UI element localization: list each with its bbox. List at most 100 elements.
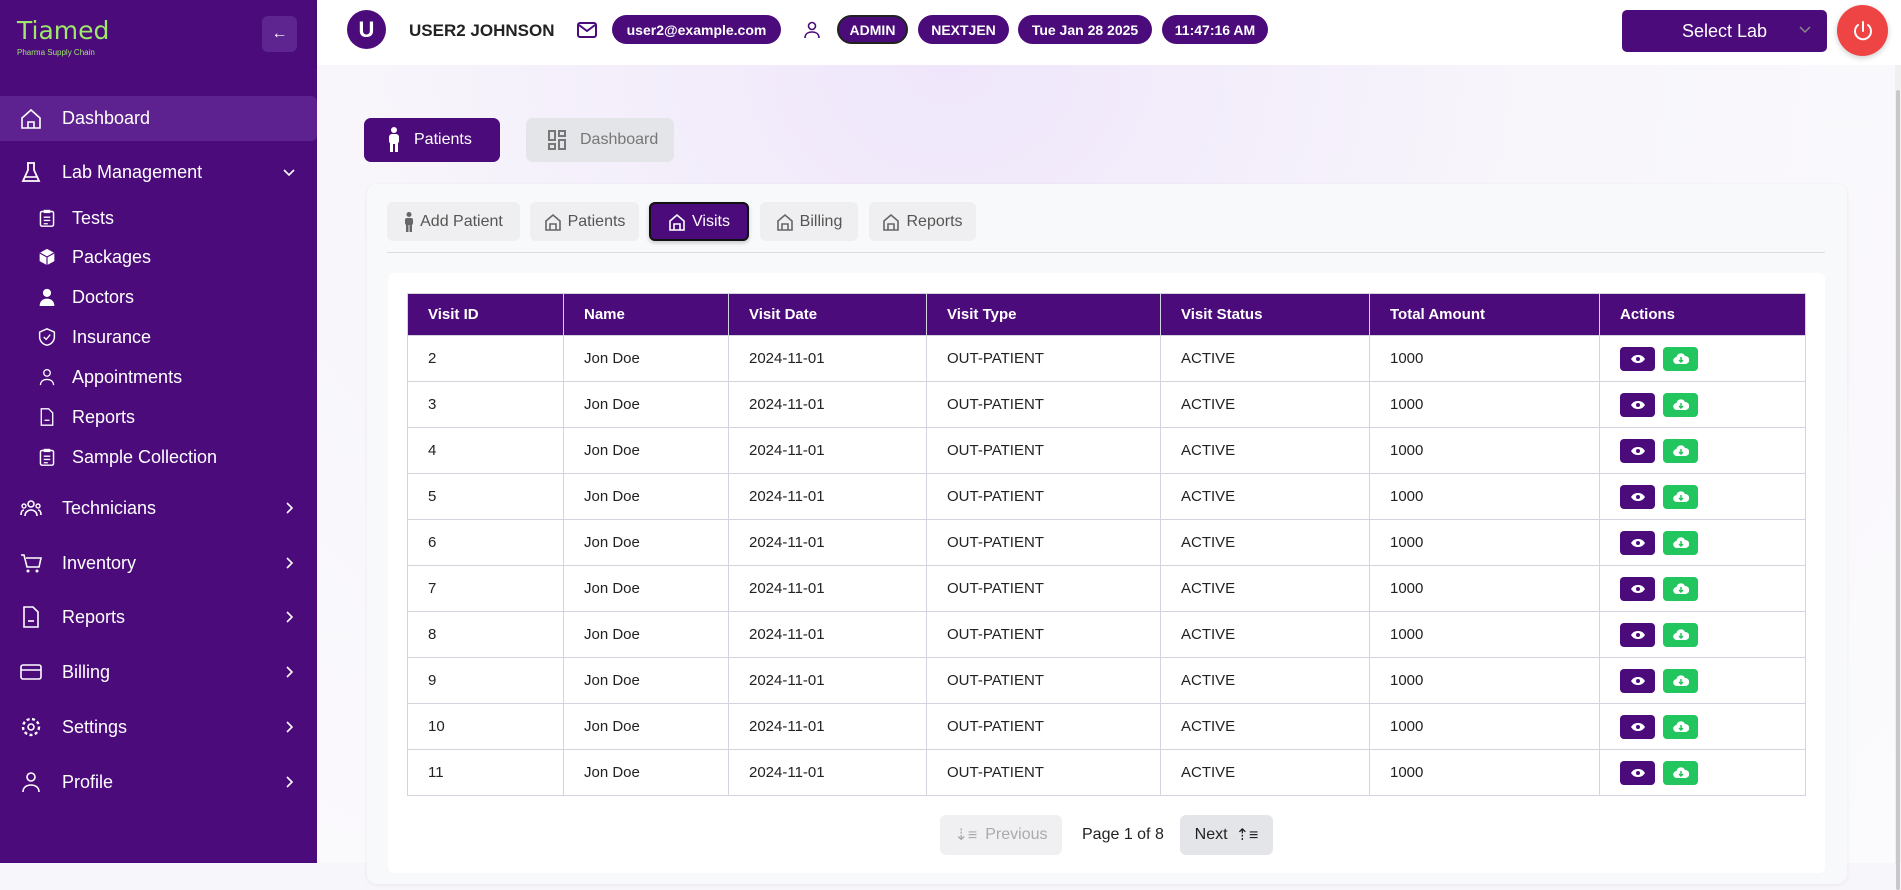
table-cell: Jon Doe: [563, 335, 729, 382]
sidebar-subitem-tests[interactable]: Tests: [0, 204, 317, 232]
sidebar-subitem-label: Reports: [72, 406, 136, 427]
tab-patients[interactable]: Patients: [530, 202, 639, 241]
sidebar-item-inventory[interactable]: Inventory: [0, 548, 317, 578]
sidebar-item-dashboard[interactable]: Dashboard: [0, 96, 317, 141]
view-button[interactable]: [1620, 576, 1655, 601]
download-button[interactable]: [1663, 714, 1698, 739]
table-cell: 1000: [1369, 473, 1600, 520]
download-button[interactable]: [1663, 668, 1698, 693]
cloud-download-icon: [1672, 490, 1689, 502]
view-button[interactable]: [1620, 530, 1655, 555]
table-cell: OUT-PATIENT: [926, 381, 1161, 428]
user-icon: [39, 368, 55, 386]
view-button[interactable]: [1620, 346, 1655, 371]
view-button[interactable]: [1620, 484, 1655, 509]
dashboard-grid-icon: [548, 130, 566, 150]
table-cell: Jon Doe: [563, 381, 729, 428]
sidebar-item-label: Inventory: [62, 552, 137, 573]
sidebar-subitem-reports[interactable]: Reports: [0, 403, 317, 431]
sort-down-icon: ⇣≡: [954, 827, 978, 844]
next-page-button[interactable]: Next ⇡≡: [1180, 815, 1273, 855]
sidebar-subitem-doctors[interactable]: Doctors: [0, 283, 317, 311]
tab-billing[interactable]: Billing: [760, 202, 858, 241]
table-cell: 8: [407, 611, 564, 658]
users-icon: [20, 500, 42, 517]
sidebar-subitem-sample-collection[interactable]: Sample Collection: [0, 443, 317, 471]
logout-button[interactable]: [1837, 5, 1888, 56]
shield-icon: [38, 328, 56, 346]
download-button[interactable]: [1663, 438, 1698, 463]
column-header: Actions: [1599, 293, 1806, 336]
sidebar-item-label: Technicians: [62, 497, 157, 518]
sidebar-item-lab-management[interactable]: Lab Management: [0, 157, 317, 187]
chevron-right-icon: [286, 557, 294, 569]
download-button[interactable]: [1663, 484, 1698, 509]
sidebar-item-billing[interactable]: Billing: [0, 657, 317, 687]
sidebar-subitem-label: Appointments: [72, 366, 183, 387]
collapse-sidebar-button[interactable]: ←: [262, 16, 297, 52]
table-cell: 10: [407, 703, 564, 750]
table-row: 8 Jon Doe 2024-11-01 OUT-PATIENT ACTIVE 1000: [407, 611, 1806, 658]
table-row: 9 Jon Doe 2024-11-01 OUT-PATIENT ACTIVE 1000: [407, 657, 1806, 704]
download-button[interactable]: [1663, 576, 1698, 601]
download-button[interactable]: [1663, 530, 1698, 555]
table-cell: 1000: [1369, 335, 1600, 382]
previous-page-button[interactable]: ⇣≡ Previous: [940, 815, 1062, 855]
role-badge: ADMIN: [837, 15, 908, 44]
select-lab-dropdown[interactable]: Select Lab: [1622, 10, 1827, 52]
tab-label: Reports: [906, 212, 963, 230]
table-cell: ACTIVE: [1160, 473, 1370, 520]
table-cell: 6: [407, 519, 564, 566]
dashboard-section-button[interactable]: Dashboard: [526, 118, 674, 162]
file-icon: [23, 606, 39, 628]
table-cell: 1000: [1369, 519, 1600, 566]
download-button[interactable]: [1663, 760, 1698, 785]
table-cell: ACTIVE: [1160, 519, 1370, 566]
page-scrollbar[interactable]: [1895, 65, 1901, 890]
table-cell: 1000: [1369, 749, 1600, 796]
gear-icon: [21, 717, 41, 737]
patients-section-button[interactable]: Patients: [364, 118, 500, 162]
clipboard-icon: [39, 448, 55, 466]
table-row: 7 Jon Doe 2024-11-01 OUT-PATIENT ACTIVE 1000: [407, 565, 1806, 612]
view-button[interactable]: [1620, 438, 1655, 463]
tab-reports[interactable]: Reports: [869, 202, 976, 241]
sidebar-item-settings[interactable]: Settings: [0, 712, 317, 742]
tab-add-patient[interactable]: Add Patient: [387, 202, 520, 241]
table-cell: 2024-11-01: [728, 335, 927, 382]
sidebar-subitem-label: Insurance: [72, 326, 152, 347]
column-header: Visit ID: [407, 293, 564, 336]
sidebar-item-profile[interactable]: Profile: [0, 767, 317, 797]
table-cell: Jon Doe: [563, 611, 729, 658]
table-cell: OUT-PATIENT: [926, 473, 1161, 520]
view-button[interactable]: [1620, 668, 1655, 693]
view-button[interactable]: [1620, 392, 1655, 417]
download-button[interactable]: [1663, 346, 1698, 371]
eye-icon: [1630, 676, 1645, 685]
logo: Tiamed: [17, 16, 110, 45]
sidebar-item-technicians[interactable]: Technicians: [0, 493, 317, 523]
actions-cell: [1599, 749, 1806, 796]
table-cell: 2024-11-01: [728, 519, 927, 566]
table-cell: Jon Doe: [563, 565, 729, 612]
sidebar-subitem-packages[interactable]: Packages: [0, 243, 317, 271]
actions-cell: [1599, 703, 1806, 750]
table-cell: Jon Doe: [563, 427, 729, 474]
home-icon: [883, 213, 900, 231]
tab-visits[interactable]: Visits: [649, 202, 749, 241]
table-cell: ACTIVE: [1160, 657, 1370, 704]
tab-label: Billing: [799, 212, 843, 230]
download-button[interactable]: [1663, 392, 1698, 417]
eye-icon: [1630, 446, 1645, 455]
avatar[interactable]: U: [347, 10, 386, 49]
table-cell: 9: [407, 657, 564, 704]
sidebar-subitem-appointments[interactable]: Appointments: [0, 363, 317, 391]
view-button[interactable]: [1620, 760, 1655, 785]
actions-cell: [1599, 427, 1806, 474]
download-button[interactable]: [1663, 622, 1698, 647]
sidebar-item-reports[interactable]: Reports: [0, 602, 317, 632]
sidebar-subitem-insurance[interactable]: Insurance: [0, 323, 317, 351]
view-button[interactable]: [1620, 622, 1655, 647]
view-button[interactable]: [1620, 714, 1655, 739]
sidebar-item-label: Lab Management: [62, 161, 203, 182]
